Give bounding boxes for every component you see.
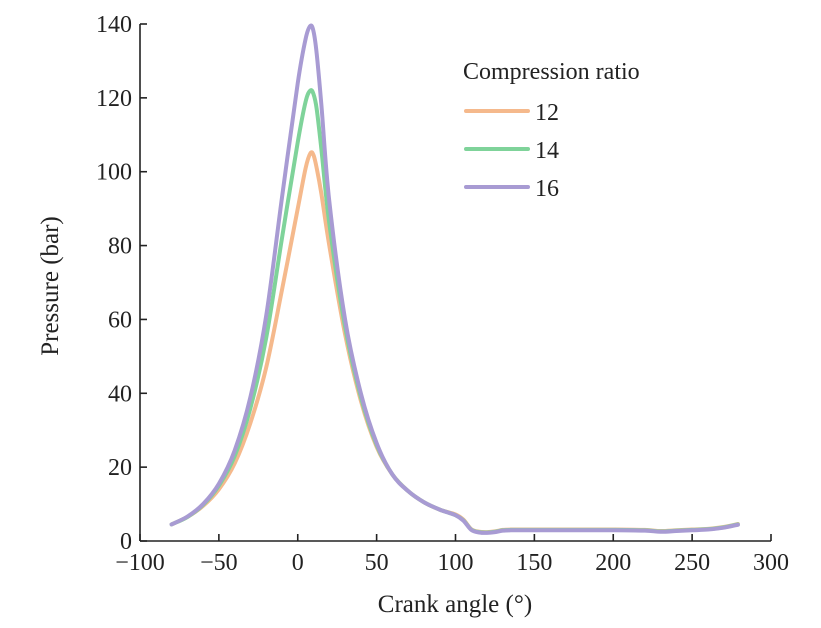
x-tick-label: 50: [365, 550, 389, 576]
y-ticks: 0 20 40 60 80 100 120 140: [96, 12, 147, 555]
x-ticks: −100 −50 0 50 100 150 200 250 300: [115, 534, 789, 576]
x-tick-label: 100: [438, 550, 474, 576]
x-tick-label: −100: [115, 550, 165, 576]
legend-title: Compression ratio: [463, 59, 640, 85]
y-tick-label: 0: [120, 529, 132, 555]
x-tick-label: −50: [200, 550, 238, 576]
plot-area: [169, 23, 740, 535]
y-tick-label: 60: [108, 307, 132, 333]
y-tick-label: 140: [96, 12, 132, 38]
y-tick-label: 40: [108, 381, 132, 407]
legend-items: 12 14 16: [464, 100, 559, 202]
y-axis-label: Pressure (bar): [37, 216, 64, 356]
x-tick-label: 250: [674, 550, 710, 576]
y-tick-label: 120: [96, 86, 132, 112]
x-axis-label: Crank angle (°): [378, 591, 532, 618]
x-tick-label: 300: [753, 550, 789, 576]
series-line-12: [169, 150, 740, 535]
y-tick-label: 20: [108, 455, 132, 481]
series-line-14: [169, 88, 740, 535]
legend-label-14: 14: [535, 138, 559, 164]
legend-label-12: 12: [535, 100, 559, 126]
series-group: [169, 23, 740, 535]
x-tick-label: 0: [292, 550, 304, 576]
series-line-16: [169, 23, 740, 535]
legend-label-16: 16: [535, 176, 559, 202]
y-tick-label: 80: [108, 234, 132, 260]
x-tick-label: 150: [516, 550, 552, 576]
x-tick-label: 200: [595, 550, 631, 576]
legend: Compression ratio 12 14 16: [463, 59, 640, 202]
y-tick-label: 100: [96, 160, 132, 186]
